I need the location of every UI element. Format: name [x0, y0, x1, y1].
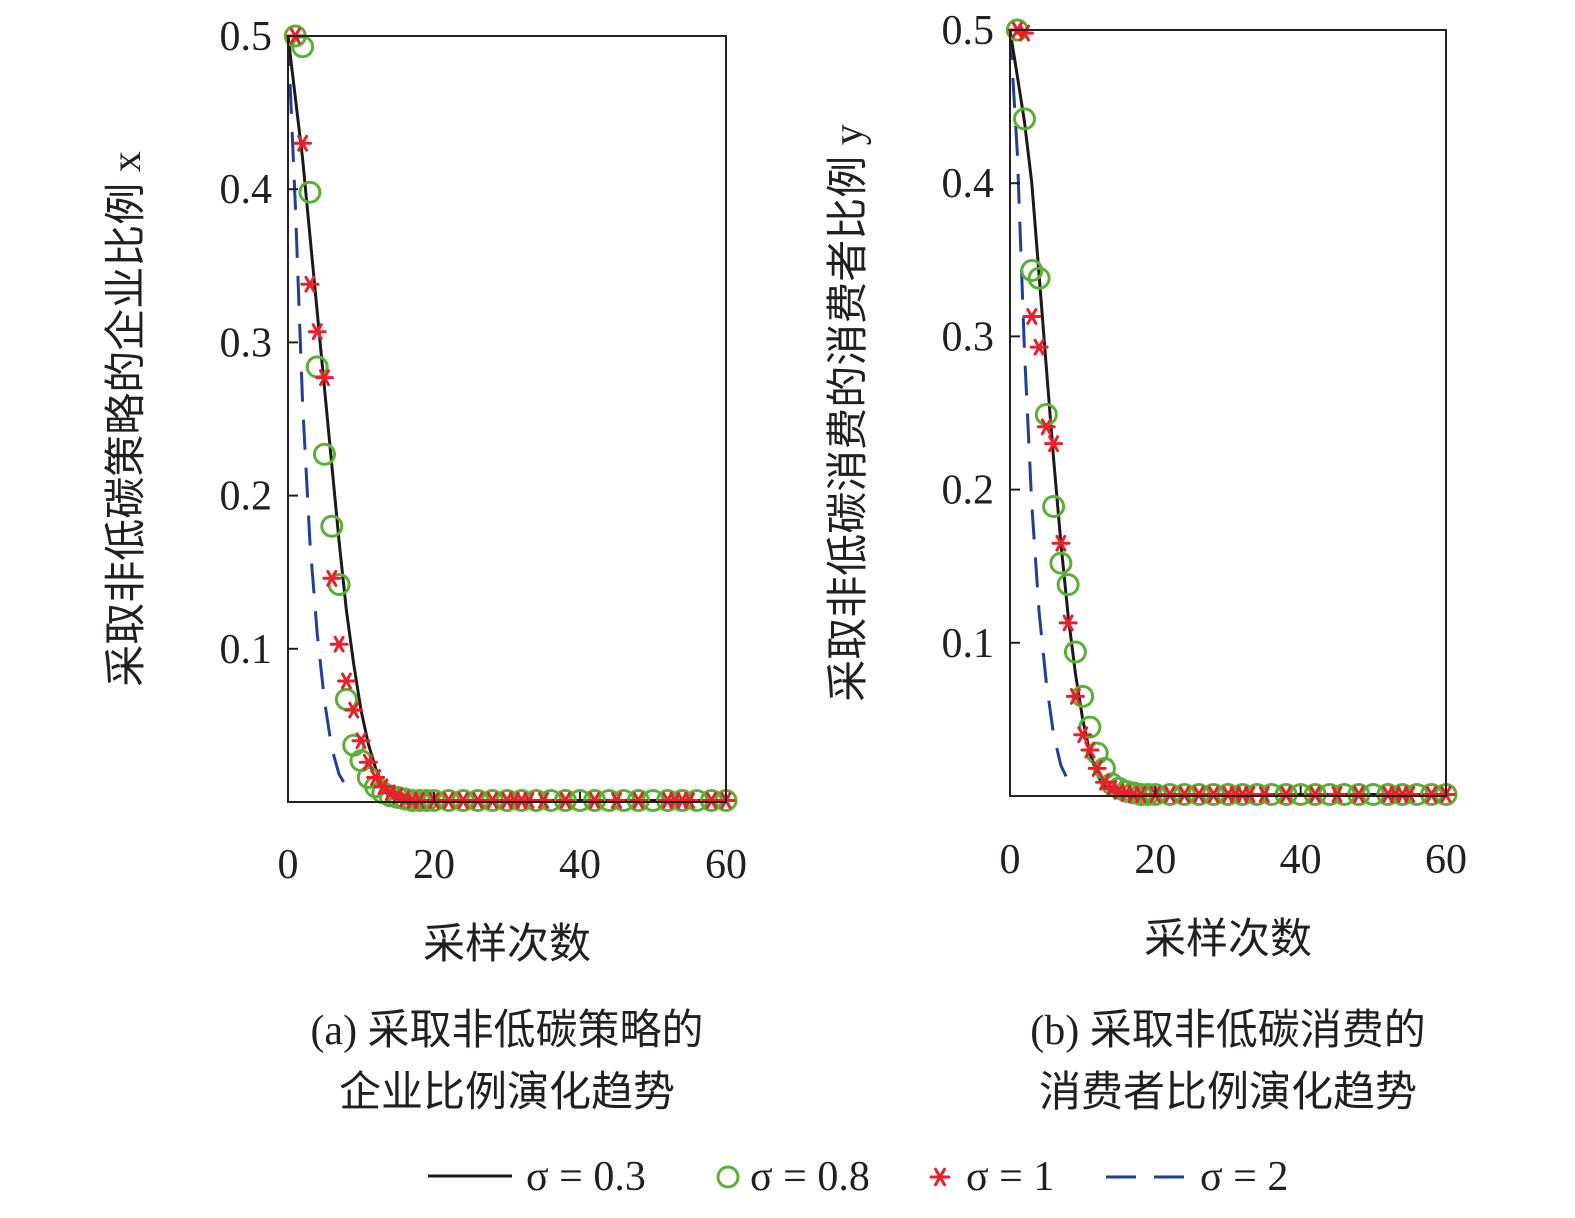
series-point-s1 — [1022, 308, 1042, 325]
series-point-s1 — [322, 569, 342, 587]
series-point-s1 — [534, 792, 553, 809]
y-tick-label: 0.4 — [942, 161, 995, 207]
legend-swatch-s1 — [929, 1167, 951, 1187]
panel-a: 0.1 0.2 0.3 0.4 0.5 0 20 40 60 采样次数 采取非低碳策略的企业比例… — [103, 14, 747, 1116]
caption-line-1: (b) 采取非低碳消费的 — [1030, 1008, 1425, 1054]
y-tick-label: 0.5 — [942, 8, 995, 54]
series-point-s1 — [1080, 741, 1100, 759]
legend-label-s03: σ = 0.3 — [526, 1154, 646, 1200]
series-point-s08 — [626, 789, 650, 812]
series-point-s08 — [1303, 783, 1327, 806]
series-point-s08 — [1063, 640, 1087, 664]
series-point-s1 — [1015, 24, 1034, 42]
x-tick-label: 20 — [1134, 837, 1176, 883]
series-point-s1 — [1065, 688, 1085, 705]
series-point-s1 — [1029, 338, 1049, 356]
x-tick-label: 0 — [278, 842, 299, 888]
x-tick-label: 60 — [1425, 837, 1467, 883]
series-point-s1 — [1051, 534, 1071, 552]
series-point-s1 — [351, 732, 371, 750]
series-point-s1 — [1305, 786, 1325, 803]
y-tick-label: 0.5 — [220, 14, 273, 60]
series-point-s08 — [298, 180, 322, 204]
x-tick-label: 60 — [705, 842, 747, 888]
plot-frame — [1009, 29, 1447, 797]
series-point-s08 — [320, 514, 344, 538]
x-axis-label: 采样次数 — [423, 922, 591, 968]
series-point-s1 — [1400, 786, 1420, 803]
series-point-s1 — [555, 792, 575, 809]
series-point-s08 — [1049, 551, 1073, 575]
x-tick-label: 40 — [559, 842, 601, 888]
series-point-s1 — [336, 672, 356, 690]
y-tick-label: 0.3 — [220, 320, 273, 366]
series-line-s2 — [286, 35, 348, 788]
series-point-s1 — [1349, 786, 1369, 803]
y-tick-label: 0.2 — [220, 474, 273, 520]
plot-frame — [287, 35, 727, 803]
series-point-s1 — [293, 134, 313, 152]
panel-b: 0.1 0.2 0.3 0.4 0.5 0 20 40 60 采样次数 采取非低碳消费的消费者比… — [826, 8, 1467, 1116]
series-point-s08 — [553, 789, 577, 812]
series-point-s1 — [300, 275, 320, 293]
x-tick-label: 20 — [413, 842, 455, 888]
series-point-s08 — [1274, 783, 1298, 806]
legend: σ = 0.3 σ = 0.8 σ = 1 σ = 2 — [428, 1154, 1288, 1200]
series-point-s1 — [1058, 614, 1078, 632]
series-point-s08 — [334, 687, 358, 711]
series-point-s08 — [1027, 266, 1051, 290]
series-point-s1 — [1044, 435, 1064, 453]
series-line-s03 — [286, 35, 726, 802]
series-point-s08 — [1056, 573, 1080, 597]
series-point-s1 — [1276, 786, 1296, 803]
x-tick-label: 0 — [1000, 837, 1021, 883]
series-point-s1 — [1087, 760, 1107, 777]
y-tick-label: 0.2 — [942, 468, 995, 514]
series-point-s1 — [315, 369, 334, 387]
series-point-s08 — [1347, 783, 1371, 806]
series-point-s1 — [1036, 418, 1056, 436]
series-point-s08 — [1013, 107, 1036, 131]
x-axis-label: 采样次数 — [1144, 917, 1312, 963]
series-point-s1 — [1073, 726, 1093, 744]
series-point-s1 — [307, 323, 327, 341]
legend-label-s08: σ = 0.8 — [750, 1154, 870, 1200]
series-point-s1 — [366, 769, 386, 786]
series-point-s08 — [583, 789, 607, 812]
y-axis-label: 采取非低碳策略的企业比例 x — [103, 151, 150, 687]
x-tick-label: 40 — [1280, 837, 1322, 883]
caption-line-2: 消费者比例演化趋势 — [1039, 1070, 1417, 1116]
series-point-s08 — [1034, 403, 1058, 426]
series-point-s08 — [305, 355, 329, 379]
y-axis-label: 采取非低碳消费的消费者比例 y — [826, 124, 872, 702]
series-point-s1 — [344, 701, 364, 719]
series-line-s2 — [1008, 29, 1070, 782]
series-point-s1 — [1254, 786, 1274, 803]
y-tick-label: 0.1 — [220, 627, 273, 673]
y-tick-label: 0.3 — [942, 314, 995, 360]
series-point-s1 — [358, 753, 378, 771]
y-tick-label: 0.4 — [220, 167, 273, 213]
legend-swatch-s08 — [716, 1165, 740, 1189]
series-point-s08 — [1042, 495, 1066, 518]
legend-label-s1: σ = 1 — [966, 1154, 1054, 1200]
series-point-s08 — [313, 442, 336, 466]
series-line-s03 — [1008, 29, 1446, 796]
caption-line-2: 企业比例演化趋势 — [339, 1069, 675, 1116]
series-point-s1 — [585, 792, 605, 809]
legend-label-s2: σ = 2 — [1200, 1154, 1288, 1200]
series-point-s1 — [329, 635, 349, 653]
series-point-s1 — [680, 792, 699, 809]
series-point-s08 — [1020, 259, 1044, 282]
series-point-s1 — [1327, 786, 1347, 803]
series-point-s1 — [628, 792, 648, 809]
y-tick-label: 0.1 — [942, 621, 995, 667]
series-point-s1 — [607, 792, 626, 809]
caption-line-1: (a) 采取非低碳策略的 — [310, 1008, 703, 1054]
